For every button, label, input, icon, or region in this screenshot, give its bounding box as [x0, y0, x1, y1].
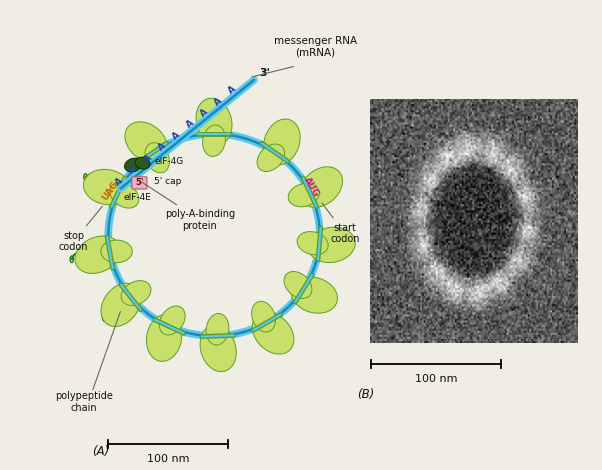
Ellipse shape: [252, 301, 276, 332]
Ellipse shape: [284, 272, 312, 298]
Text: polypeptide
chain: polypeptide chain: [55, 391, 113, 413]
Ellipse shape: [145, 143, 170, 173]
Ellipse shape: [257, 144, 285, 172]
Text: start
codon: start codon: [322, 203, 360, 244]
Text: elF-4G: elF-4G: [155, 157, 184, 166]
Text: elF-4E: elF-4E: [123, 193, 151, 202]
Ellipse shape: [160, 306, 185, 335]
Ellipse shape: [125, 122, 167, 162]
Ellipse shape: [203, 125, 226, 157]
Text: AUG: AUG: [302, 175, 321, 198]
Ellipse shape: [200, 325, 236, 372]
Text: 100 nm: 100 nm: [415, 374, 458, 384]
Text: 5': 5': [135, 179, 143, 188]
Text: messenger RNA
(mRNA): messenger RNA (mRNA): [273, 36, 356, 58]
Text: A: A: [114, 176, 125, 187]
Ellipse shape: [121, 281, 151, 306]
Text: A: A: [170, 130, 181, 141]
Text: poly-A-binding
protein: poly-A-binding protein: [141, 182, 235, 231]
FancyBboxPatch shape: [132, 177, 147, 189]
Text: A: A: [226, 84, 237, 96]
Text: (B): (B): [358, 388, 374, 401]
Text: (A): (A): [92, 445, 109, 458]
Text: 100 nm: 100 nm: [147, 454, 190, 463]
Ellipse shape: [101, 240, 132, 263]
Ellipse shape: [196, 98, 232, 145]
Text: 5' cap: 5' cap: [154, 178, 182, 187]
Ellipse shape: [110, 182, 139, 208]
Ellipse shape: [252, 313, 294, 354]
Text: A: A: [156, 141, 167, 153]
Text: A: A: [213, 96, 223, 107]
Ellipse shape: [101, 283, 141, 327]
Text: A: A: [128, 164, 139, 176]
Text: stop
codon: stop codon: [59, 206, 102, 252]
Ellipse shape: [146, 314, 182, 361]
Text: 3': 3': [259, 68, 270, 78]
Ellipse shape: [135, 157, 150, 169]
Ellipse shape: [206, 313, 229, 345]
Text: A: A: [198, 107, 209, 118]
Text: A: A: [142, 153, 153, 164]
Ellipse shape: [300, 167, 343, 207]
Ellipse shape: [125, 158, 142, 172]
Text: A: A: [184, 118, 195, 130]
Ellipse shape: [297, 232, 328, 255]
Ellipse shape: [291, 277, 338, 313]
Ellipse shape: [75, 236, 120, 274]
Ellipse shape: [288, 183, 319, 207]
Text: UAG: UAG: [100, 180, 120, 202]
Ellipse shape: [84, 169, 131, 205]
Ellipse shape: [264, 119, 300, 165]
Ellipse shape: [308, 227, 355, 263]
